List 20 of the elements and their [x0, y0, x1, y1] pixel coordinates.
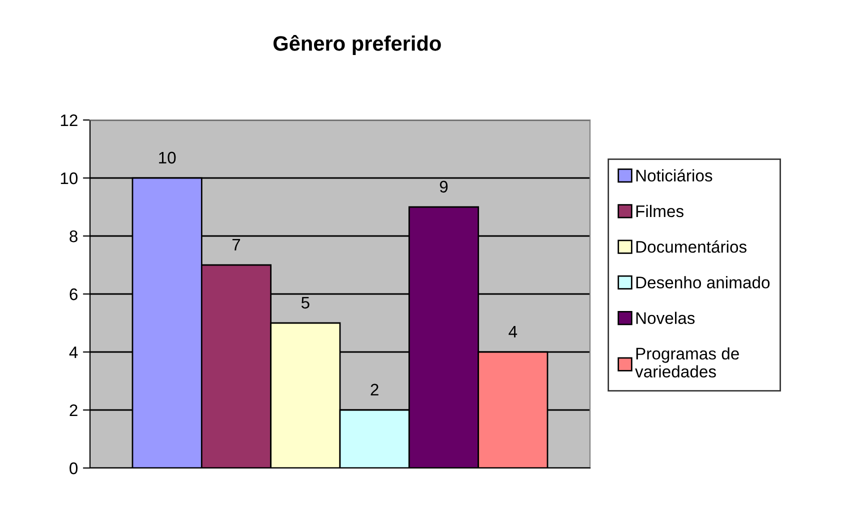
data-label: 9 — [440, 180, 448, 193]
data-label: 2 — [370, 384, 378, 396]
y-tick-label: 8 — [70, 230, 78, 242]
y-tick-label: 12 — [60, 114, 78, 126]
y-tick-label: 6 — [70, 288, 78, 300]
legend-label: Desenho animado — [636, 276, 770, 288]
data-label: 10 — [159, 152, 176, 164]
chart-title: Gênero preferido — [274, 35, 441, 55]
data-label: 7 — [232, 238, 240, 250]
legend-label: Novelas — [636, 312, 695, 324]
data-label: 5 — [301, 296, 310, 309]
legend-label: Programas de variedades — [635, 347, 739, 378]
legend-label: Documentários — [636, 240, 746, 253]
y-tick-label: 10 — [60, 172, 78, 184]
data-label: 4 — [508, 326, 518, 338]
y-tick-label: 2 — [70, 404, 78, 416]
y-tick-label: 0 — [70, 462, 78, 474]
legend-label: Filmes — [636, 204, 684, 218]
legend-label: Noticiários — [636, 169, 712, 182]
y-tick-label: 4 — [69, 346, 78, 358]
